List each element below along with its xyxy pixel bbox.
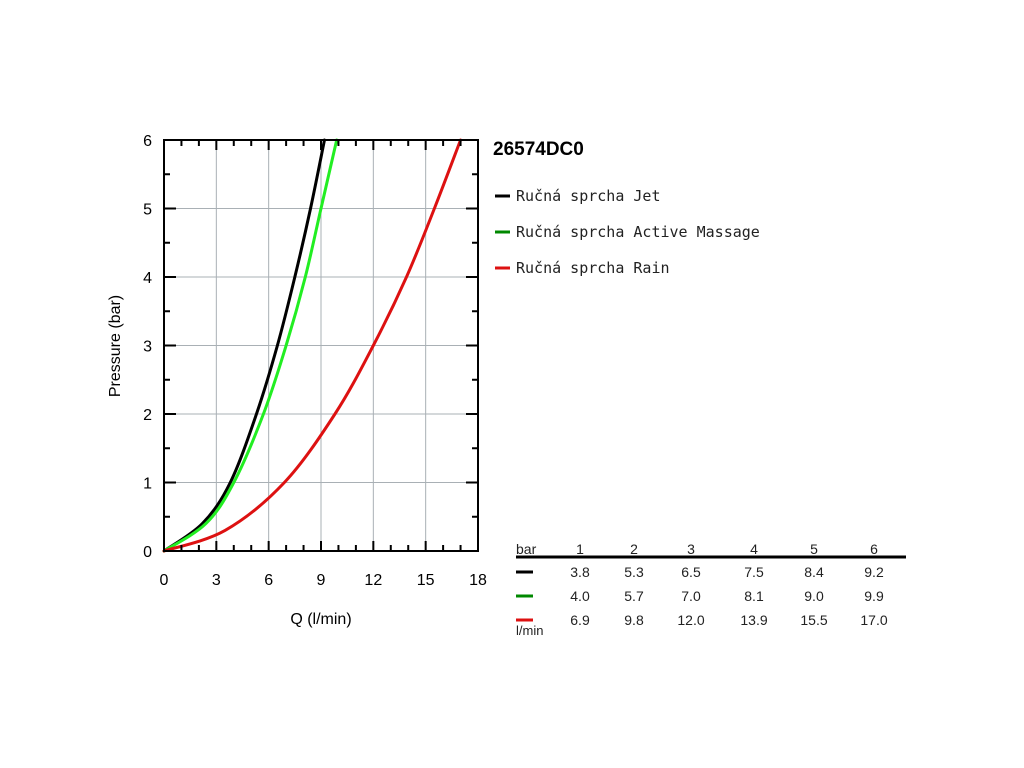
grid-lines	[163, 139, 479, 552]
table-cell: 17.0	[860, 612, 887, 628]
table-cell: 9.9	[864, 588, 884, 604]
table-cell: 9.0	[804, 588, 824, 604]
table-cell: 9.8	[624, 612, 644, 628]
x-tick-label: 0	[160, 572, 169, 589]
table-cell: 6.5	[681, 564, 701, 580]
x-axis-title: Q (l/min)	[290, 611, 351, 628]
table-cell: 4.0	[570, 588, 590, 604]
table-cell: 5.7	[624, 588, 644, 604]
y-tick-label: 0	[143, 544, 152, 561]
flow-table: bar 1 2 3 4 5 6 3.8 5.3 6.5 7.5 8.4 9.2 4.0 5.7 7.0 8.1 9…	[516, 541, 906, 638]
series-line-rain	[162, 138, 463, 553]
table-column-header: 6	[870, 541, 878, 557]
table-cell: 6.9	[570, 612, 590, 628]
legend-label: Ručná sprcha Rain	[516, 259, 670, 277]
x-tick-label: 9	[317, 572, 326, 589]
y-tick-label: 2	[143, 407, 152, 424]
series-line-active-massage	[162, 138, 339, 553]
table-header-label: bar	[516, 541, 537, 557]
table-column-header: 3	[687, 541, 695, 557]
table-cell: 3.8	[570, 564, 590, 580]
table-unit-label: l/min	[516, 623, 543, 638]
y-axis-title: Pressure (bar)	[107, 295, 124, 397]
table-cell: 7.5	[744, 564, 764, 580]
legend-label: Ručná sprcha Active Massage	[516, 223, 760, 241]
y-tick-label: 6	[143, 133, 152, 150]
table-cell: 15.5	[800, 612, 827, 628]
chart-title: 26574DC0	[493, 139, 584, 160]
series-lines	[162, 138, 463, 553]
x-tick-label: 15	[417, 572, 435, 589]
y-tick-label: 3	[143, 339, 152, 356]
y-tick-label: 4	[143, 270, 152, 287]
legend: Ručná sprcha Jet Ručná sprcha Active Mass…	[495, 187, 760, 277]
table-cell: 8.4	[804, 564, 824, 580]
table-column-header: 5	[810, 541, 818, 557]
x-tick-label: 6	[264, 572, 273, 589]
table-cell: 8.1	[744, 588, 764, 604]
table-cell: 9.2	[864, 564, 884, 580]
table-column-header: 1	[576, 541, 584, 557]
table-cell: 13.9	[740, 612, 767, 628]
table-cell: 12.0	[677, 612, 704, 628]
x-tick-label: 3	[212, 572, 221, 589]
y-tick-label: 1	[143, 476, 152, 493]
table-cell: 5.3	[624, 564, 644, 580]
axis-ticks	[163, 139, 479, 552]
series-line-jet	[162, 138, 326, 553]
table-cell: 7.0	[681, 588, 701, 604]
table-column-header: 2	[630, 541, 638, 557]
legend-label: Ručná sprcha Jet	[516, 187, 661, 205]
x-tick-label: 12	[364, 572, 382, 589]
table-column-header: 4	[750, 541, 758, 557]
y-tick-label: 5	[143, 202, 152, 219]
x-tick-label: 18	[469, 572, 487, 589]
